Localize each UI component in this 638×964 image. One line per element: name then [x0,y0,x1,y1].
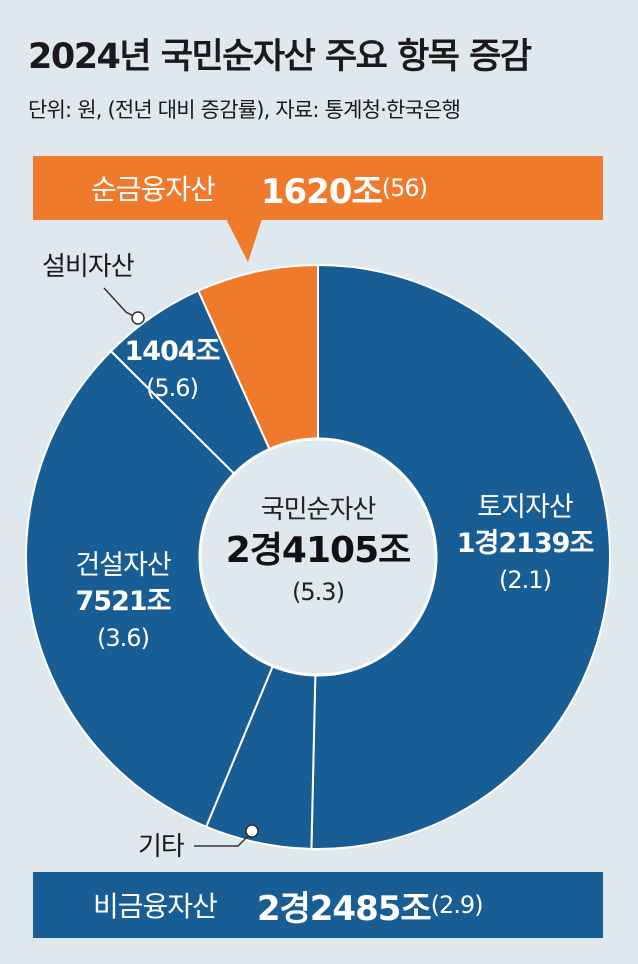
equipment-callout-line [103,287,138,319]
land-change: (2.1) [499,566,552,594]
land-value: 1경2139조 [456,528,595,559]
chart-subtitle: 단위: 원, (전년 대비 증감률), 자료: 통계청·한국은행 [28,98,461,122]
slice-construction [25,349,320,829]
construction-segment-label: 건설자산 7521조 (3.6) [48,548,198,656]
net-financial-change: (56) [381,174,428,202]
land-name: 토지자산 [477,492,573,523]
equipment-segment-label: 1404조 (5.6) [112,334,232,406]
non-financial-value: 2경2485조 [256,888,432,929]
non-financial-change: (2.9) [430,891,484,919]
equipment-callout-label: 설비자산 [42,252,135,282]
net-financial-label: 순금융자산 [91,173,216,206]
construction-change: (3.6) [97,624,150,652]
net-financial-pointer [226,219,262,262]
center-change: (5.3) [292,578,345,606]
other-callout-label: 기타 [138,832,185,862]
other-callout-dot [245,824,259,838]
equipment-change: (5.6) [146,374,199,402]
center-label: 국민순자산 2경4105조 (5.3) [203,492,433,610]
slice-land [310,263,611,850]
non-financial-label: 비금융자산 [93,890,218,923]
land-segment-label: 토지자산 1경2139조 (2.1) [440,490,610,598]
center-value: 2경4105조 [225,530,411,571]
construction-name: 건설자산 [75,550,171,581]
equipment-value: 1404조 [124,336,221,367]
chart-title: 2024년 국민순자산 주요 항목 증감 [28,37,532,77]
construction-value: 7521조 [75,586,172,617]
other-callout-line [194,831,253,847]
non-financial-bar: 비금융자산 2경2485조 (2.9) [33,872,603,938]
center-name: 국민순자산 [260,495,377,525]
net-financial-bar: 순금융자산 1620조 (56) [33,156,603,220]
net-financial-value: 1620조 [260,171,383,212]
equipment-callout-dot [131,311,145,325]
center-hole [198,437,438,677]
